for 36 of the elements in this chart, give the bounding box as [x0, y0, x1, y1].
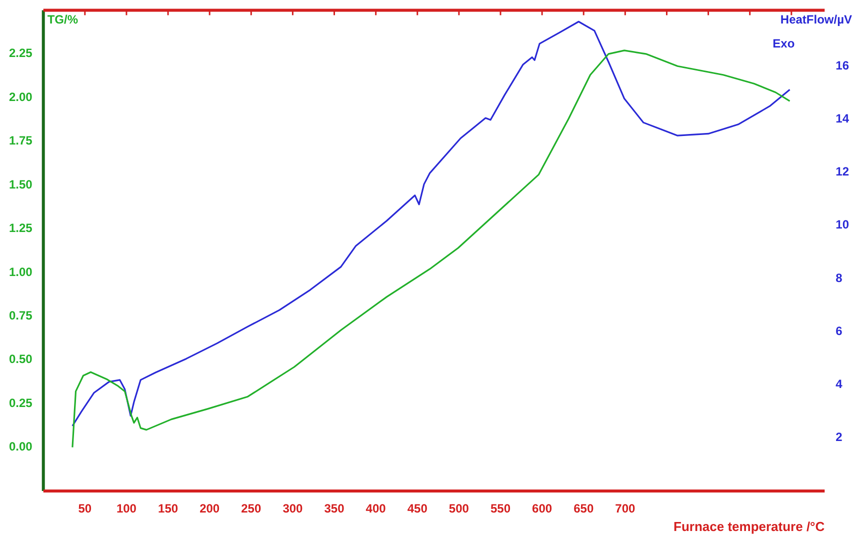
y-axis-title: TG/% [47, 12, 78, 27]
y2-axis-title: HeatFlow/µV [780, 12, 852, 27]
y-tick-label: 1.00 [8, 264, 33, 279]
y2-tick-label: 8 [836, 270, 843, 285]
annotation: Exo [772, 36, 795, 51]
y-tick-label: 1.25 [8, 221, 33, 236]
x-tick-label: 350 [324, 502, 345, 516]
y-tick-label: 2.25 [8, 46, 33, 60]
y-tick-label: 1.75 [8, 134, 33, 148]
y2-tick-label: 10 [836, 218, 850, 232]
y2-tick-label: 14 [836, 111, 850, 126]
x-tick-label: 100 [116, 502, 137, 516]
x-tick-label: 550 [490, 502, 511, 516]
x-tick-label: 450 [407, 502, 428, 516]
y2-tick-label: 2 [836, 430, 843, 444]
y-tick-label: 2.00 [8, 90, 33, 104]
x-tick-label: 150 [158, 502, 178, 516]
y2-tick-label: 16 [836, 58, 850, 72]
x-tick-label: 600 [532, 502, 552, 516]
x-axis-title: Furnace temperature /°C [674, 518, 826, 534]
x-tick-label: 200 [200, 502, 220, 516]
x-tick-label: 500 [448, 502, 470, 516]
y2-tick-label: 4 [836, 377, 843, 392]
y-tick-label: 1.50 [8, 177, 33, 192]
y2-tick-label: 12 [836, 164, 850, 179]
x-tick-label: 50 [78, 502, 92, 516]
x-tick-label: 700 [615, 502, 636, 516]
y-tick-label: 0.50 [8, 352, 33, 366]
y2-tick-label: 6 [836, 324, 843, 338]
y-tick-label: 0.75 [8, 308, 33, 322]
x-tick-label: 250 [241, 502, 262, 516]
y-tick-label: 0.00 [8, 440, 33, 454]
x-tick-label: 300 [282, 502, 304, 516]
y-tick-label: 0.25 [8, 396, 33, 410]
x-tick-label: 400 [366, 502, 386, 516]
x-tick-label: 650 [574, 502, 594, 516]
